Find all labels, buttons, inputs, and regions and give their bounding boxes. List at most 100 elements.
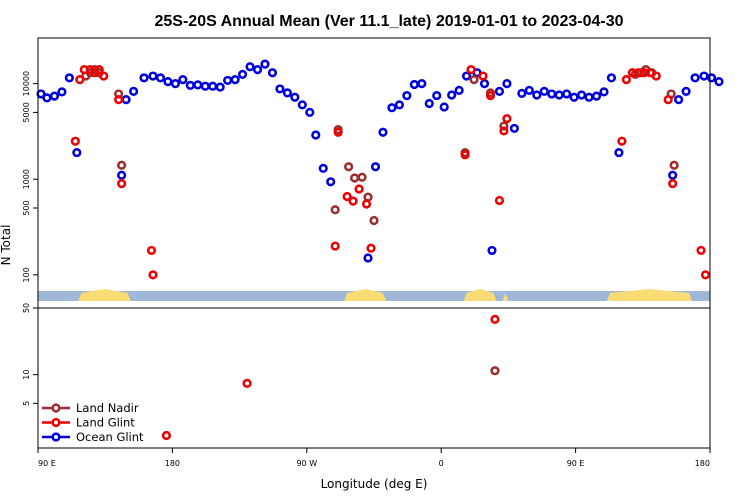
- x-tick-label: 90 W: [296, 459, 317, 468]
- y-tick-label: 10: [22, 370, 31, 380]
- land-nadir-point: [357, 172, 367, 182]
- land-nadir-point: [344, 162, 354, 172]
- ocean-glint-point: [502, 79, 512, 89]
- ocean-glint-point: [461, 71, 472, 81]
- land-glint-point: [490, 314, 500, 324]
- ocean-glint-point: [148, 71, 158, 81]
- land-segment: [78, 289, 131, 301]
- land-glint-point: [330, 241, 340, 251]
- land-glint-point: [485, 90, 496, 101]
- land-glint-point: [466, 65, 476, 75]
- land-segment: [463, 289, 497, 301]
- y-tick-label: 5: [22, 401, 31, 406]
- ocean-glint-point: [494, 86, 505, 96]
- y-axis-label: N Total: [0, 225, 13, 266]
- land-nadir-point: [499, 121, 509, 131]
- lower-points: [161, 314, 500, 441]
- lower-panel: 5 10 50: [22, 303, 711, 449]
- ocean-glint-point: [121, 95, 131, 105]
- land-glint-point: [75, 75, 85, 85]
- land-nadir-point: [669, 160, 679, 170]
- land-glint-point: [700, 270, 711, 280]
- ocean-glint-point: [185, 80, 195, 90]
- y-tick-label: 500: [22, 200, 31, 215]
- ocean-glint-point: [539, 86, 549, 96]
- land-glint-point: [99, 71, 109, 81]
- ocean-glint-point: [599, 87, 609, 97]
- legend-marker-land-glint: [51, 417, 61, 428]
- ocean-glint-point: [487, 245, 497, 256]
- ocean-glint-point: [554, 90, 564, 100]
- y-tick-label: 100: [22, 267, 31, 282]
- land-segment: [502, 289, 509, 301]
- land-glint-point: [668, 179, 678, 189]
- ocean-glint-point: [178, 75, 188, 85]
- land-glint-point: [460, 150, 470, 160]
- ocean-glint-point: [42, 93, 52, 103]
- x-tick-label: 180: [695, 459, 710, 468]
- x-tick-label: 0: [439, 459, 444, 468]
- land-nadir-point: [363, 192, 373, 202]
- ocean-glint-point: [562, 89, 572, 99]
- upper-panel: 100 500 1000 5000 10000: [22, 37, 724, 309]
- ocean-glint-point: [387, 103, 397, 113]
- ocean-glint-point: [282, 88, 292, 98]
- land-glint-point: [499, 126, 509, 136]
- ocean-glint-point: [49, 91, 60, 101]
- legend-marker-land-nadir: [51, 403, 61, 413]
- land-glint-point: [478, 71, 488, 81]
- x-axis: 90 E 180 90 W 0 90 E 180: [37, 448, 711, 468]
- ocean-glint-point: [215, 82, 225, 92]
- land-glint-point: [361, 199, 372, 209]
- land-glint-point: [617, 136, 627, 146]
- ocean-glint-point: [267, 68, 278, 78]
- ocean-glint-point: [170, 79, 180, 89]
- land-glint-point: [333, 127, 343, 137]
- ocean-glint-point: [402, 90, 412, 101]
- ocean-glint-point: [479, 79, 490, 89]
- ocean-glint-point: [524, 85, 534, 95]
- ocean-glint-point: [139, 73, 149, 83]
- ocean-glint-point: [370, 162, 381, 172]
- ocean-glint-point: [509, 123, 519, 134]
- land-glint-point: [366, 243, 376, 253]
- ocean-glint-point: [290, 92, 300, 102]
- ocean-glint-point: [318, 163, 328, 173]
- ocean-glint-point: [447, 90, 457, 100]
- ocean-glint-point: [223, 75, 233, 86]
- ocean-glint-point: [72, 147, 82, 158]
- ocean-glint-point: [584, 92, 594, 102]
- ocean-glint-point: [117, 170, 127, 180]
- legend-label-land-nadir: Land Nadir: [76, 401, 139, 415]
- land-nadir-point: [369, 215, 379, 226]
- land-glint-point: [146, 245, 157, 256]
- land-segment: [344, 289, 386, 301]
- ocean-glint-point: [64, 73, 74, 83]
- ocean-glint-point: [363, 253, 373, 263]
- ocean-glint-point: [193, 80, 203, 90]
- land-nadir-point: [490, 366, 500, 376]
- land-segment: [606, 289, 693, 301]
- ocean-glint-point: [532, 90, 542, 100]
- ocean-glint-point: [439, 102, 449, 112]
- land-glint-point: [621, 75, 631, 85]
- ocean-glint-point: [326, 177, 336, 187]
- legend-label-land-glint: Land Glint: [76, 416, 135, 430]
- ocean-glint-point: [208, 81, 218, 91]
- land-glint-point: [161, 430, 172, 441]
- ocean-glint-point: [260, 59, 270, 69]
- ocean-glint-point: [674, 95, 684, 105]
- ocean-glint-point: [706, 73, 717, 83]
- land-glint-point: [242, 378, 252, 388]
- ocean-glint-point: [668, 170, 678, 180]
- land-glint-point: [114, 95, 124, 105]
- land-glint-point: [663, 95, 673, 105]
- land-glint-point: [651, 71, 661, 81]
- ocean-glint-point: [614, 147, 624, 158]
- land-glint-point: [354, 184, 364, 194]
- ocean-glint-point: [378, 127, 388, 137]
- ocean-glint-point: [163, 76, 173, 87]
- x-tick-label: 180: [165, 459, 180, 468]
- land-nadir-point: [469, 75, 479, 85]
